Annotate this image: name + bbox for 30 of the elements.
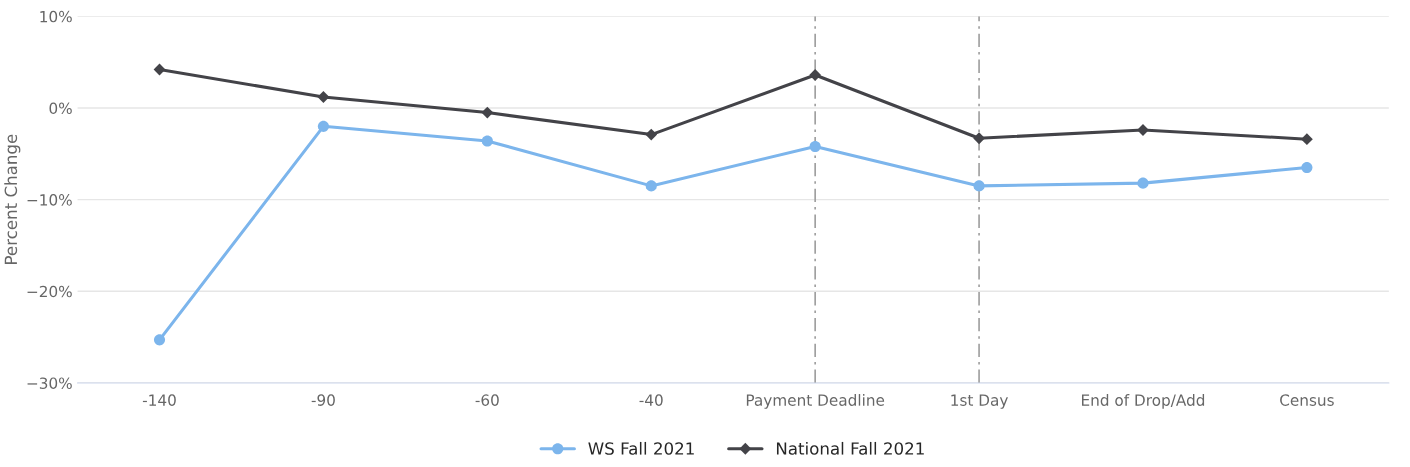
point bbox=[317, 91, 330, 103]
point bbox=[645, 180, 657, 192]
point bbox=[809, 140, 821, 153]
point bbox=[973, 180, 985, 192]
point bbox=[1301, 162, 1313, 174]
y-tick-label: 0% bbox=[49, 102, 72, 115]
x-tick-label: Census bbox=[1280, 394, 1334, 406]
y-tick-label: −10% bbox=[27, 194, 72, 206]
point bbox=[481, 106, 494, 119]
point bbox=[317, 120, 329, 132]
point bbox=[153, 334, 166, 346]
x-tick-label: 1st Day bbox=[951, 394, 1008, 409]
x-tick-label: -60 bbox=[475, 394, 499, 406]
x-tick-label: -90 bbox=[311, 394, 335, 406]
x-tick-label: -140 bbox=[142, 394, 176, 406]
x-tick-label: End of Drop/Add bbox=[1082, 394, 1205, 409]
point bbox=[1137, 177, 1149, 189]
x-tick-label: Payment Deadline bbox=[746, 394, 885, 409]
y-tick-label: −30% bbox=[27, 377, 72, 389]
point bbox=[973, 132, 985, 145]
y-axis-title: Percent Change bbox=[4, 134, 21, 264]
y-tick-label: 10% bbox=[40, 10, 72, 23]
legend-label: WS Fall 2021 bbox=[588, 441, 694, 455]
x-tick-label: -40 bbox=[639, 394, 663, 406]
point bbox=[1301, 133, 1313, 146]
point bbox=[809, 69, 822, 81]
legend-label: National Fall 2021 bbox=[776, 441, 924, 455]
point bbox=[645, 128, 658, 141]
point bbox=[481, 135, 493, 147]
y-tick-label: −20% bbox=[27, 285, 72, 298]
